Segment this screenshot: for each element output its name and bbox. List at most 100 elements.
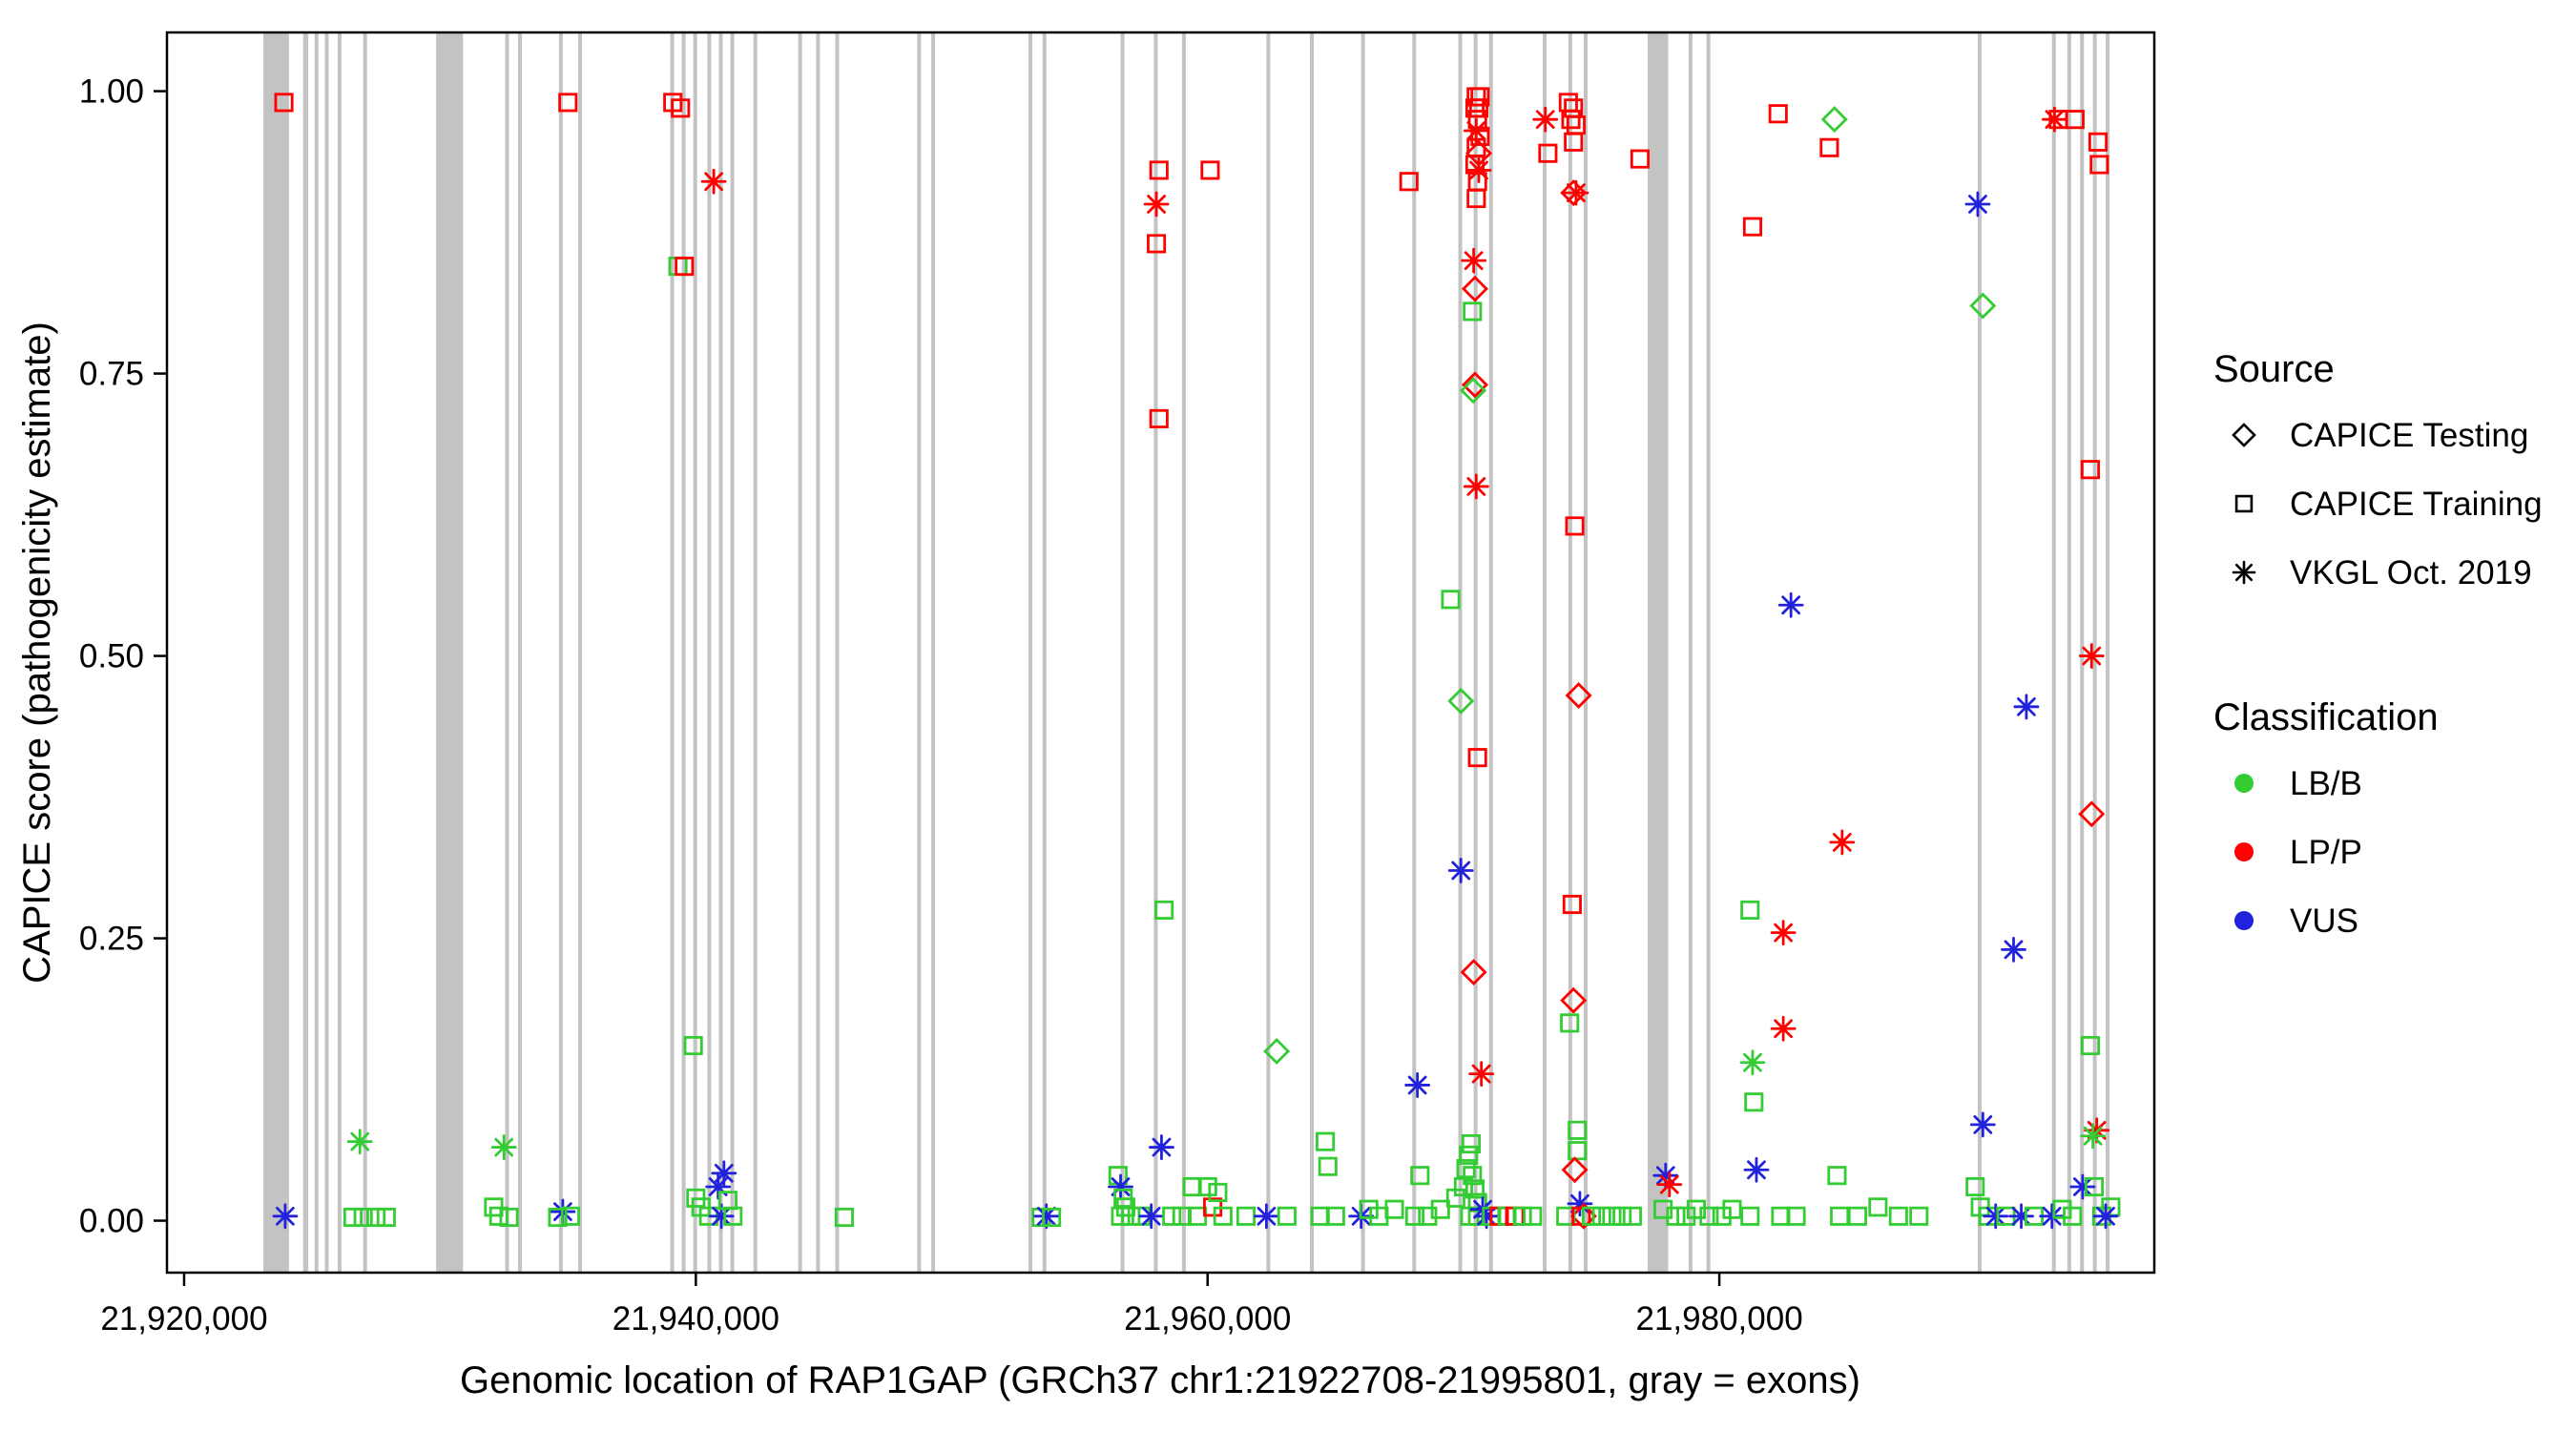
- data-point: [1770, 1015, 1797, 1042]
- exon-bar: [1153, 32, 1158, 1273]
- data-point: [683, 1035, 703, 1056]
- data-point: [1983, 1203, 2009, 1230]
- data-point: [1532, 106, 1559, 133]
- data-point: [711, 1160, 737, 1187]
- data-point: [675, 257, 695, 277]
- data-point: [1277, 1206, 1297, 1226]
- data-point: [1571, 1206, 1591, 1226]
- exon-bar: [718, 32, 723, 1273]
- data-point: [1147, 234, 1167, 254]
- data-point: [353, 1207, 373, 1228]
- data-point: [1743, 1156, 1770, 1183]
- data-point: [1829, 829, 1856, 856]
- data-point: [366, 1207, 386, 1228]
- exon-bar: [1042, 32, 1047, 1273]
- exon-bar: [1706, 32, 1711, 1273]
- exon-bar: [1543, 32, 1548, 1273]
- data-point: [1447, 858, 1474, 883]
- data-point: [2078, 800, 2106, 828]
- exon-bars: [263, 32, 2110, 1273]
- data-point: [2080, 1123, 2107, 1150]
- data-points: [272, 87, 2121, 1230]
- data-point: [1712, 1206, 1732, 1226]
- exon-bar: [577, 32, 582, 1273]
- data-point: [1208, 1182, 1228, 1202]
- data-point: [671, 98, 691, 118]
- data-point: [2039, 1203, 2066, 1230]
- exon-bar: [681, 32, 686, 1273]
- data-point: [560, 1206, 580, 1226]
- data-point: [558, 93, 578, 113]
- data-point: [1143, 191, 1170, 218]
- data-point: [1560, 1013, 1580, 1033]
- data-point: [1461, 275, 1488, 302]
- y-tick-label: 0.00: [79, 1203, 144, 1240]
- data-point: [1461, 247, 1487, 274]
- data-point: [1468, 98, 1489, 118]
- x-tick-label: 21,920,000: [100, 1300, 267, 1338]
- data-point: [1740, 900, 1760, 920]
- data-point: [2069, 1173, 2096, 1200]
- data-point: [1200, 160, 1220, 180]
- data-point: [1561, 1156, 1589, 1184]
- data-point: [1965, 1176, 1985, 1197]
- data-point: [1569, 1202, 1597, 1230]
- exon-bar: [505, 32, 509, 1273]
- y-tick-label: 0.50: [79, 638, 144, 675]
- exon-bar: [670, 32, 675, 1273]
- data-point: [1042, 1207, 1062, 1228]
- data-point: [1463, 301, 1483, 321]
- exon-bar: [835, 32, 840, 1273]
- exon-bar: [558, 32, 563, 1273]
- y-tick-label: 0.25: [79, 921, 144, 958]
- data-point: [1568, 1141, 1588, 1161]
- data-point: [1111, 1206, 1131, 1226]
- data-point: [1562, 894, 1582, 915]
- data-point: [1565, 682, 1592, 709]
- legend-source-title: Source: [2213, 348, 2335, 390]
- data-point: [1888, 1206, 1908, 1226]
- data-point: [343, 1207, 364, 1228]
- data-point: [1149, 1134, 1174, 1160]
- data-point: [2080, 1035, 2100, 1056]
- data-point: [1740, 1206, 1760, 1226]
- exon-bar: [436, 32, 464, 1273]
- panel-border: [165, 31, 2156, 1275]
- data-point: [1460, 377, 1487, 404]
- data-point: [548, 1207, 568, 1228]
- y-axis-ticks: 0.00 0.25 0.50 0.75 1.00: [79, 73, 167, 1240]
- legend-source-item-label: CAPICE Training: [2290, 486, 2543, 523]
- exon-bar: [1309, 32, 1315, 1273]
- data-point: [274, 93, 294, 113]
- y-tick-label: 1.00: [79, 73, 144, 111]
- exon-bar: [1361, 32, 1365, 1273]
- data-point: [1456, 1159, 1476, 1179]
- x-axis-title: Genomic location of RAP1GAP (GRCh37 chr1…: [460, 1359, 1860, 1401]
- data-point: [1768, 104, 1788, 124]
- data-point: [1418, 1206, 1438, 1226]
- data-point: [272, 1203, 299, 1230]
- x-axis-ticks: 21,920,000 21,940,000 21,960,000 21,980,000: [100, 1273, 1803, 1338]
- data-point: [1465, 157, 1492, 183]
- data-point: [723, 1206, 743, 1226]
- data-point: [834, 1207, 854, 1228]
- data-point: [1325, 1206, 1345, 1226]
- exon-bar: [816, 32, 821, 1273]
- data-point: [1447, 687, 1475, 715]
- data-point: [1459, 1145, 1479, 1165]
- exon-bar: [337, 32, 342, 1273]
- data-point: [1868, 1197, 1888, 1217]
- data-point: [1404, 1206, 1424, 1226]
- exon-bar: [931, 32, 936, 1273]
- data-point: [1770, 920, 1797, 946]
- data-point: [2052, 1199, 2072, 1219]
- data-point: [1182, 1176, 1202, 1197]
- data-point: [2080, 460, 2100, 480]
- data-point: [1470, 87, 1490, 107]
- data-point: [2234, 494, 2254, 513]
- data-point: [346, 1129, 373, 1155]
- data-point: [1742, 217, 1762, 237]
- data-point: [1441, 590, 1461, 610]
